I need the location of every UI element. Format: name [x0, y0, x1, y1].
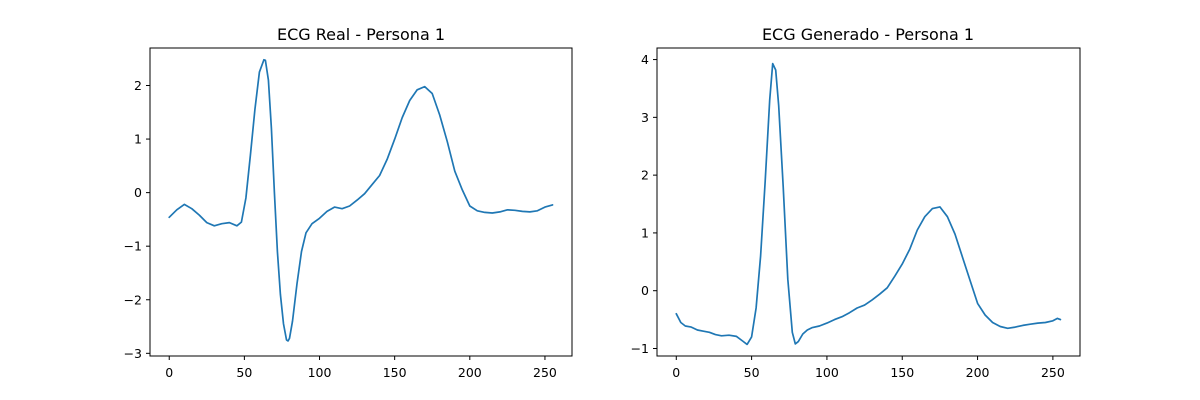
- x-tick-label: 250: [533, 365, 557, 380]
- y-tick-label: 2: [134, 78, 142, 93]
- axis-ticks: 0 50 100 150 200 250 −3 −2 −1 0 1 2: [124, 78, 557, 380]
- axis-ticks: 0 50 100 150 200 250 −1 0 1 2 3 4: [631, 52, 1065, 380]
- x-tick-label: 100: [815, 365, 839, 380]
- x-tick-label: 0: [165, 365, 173, 380]
- y-tick-label: 0: [134, 185, 142, 200]
- x-tick-label: 50: [236, 365, 252, 380]
- plot-area: [149, 47, 573, 357]
- x-tick-label: 50: [744, 365, 760, 380]
- y-tick-label: −2: [124, 292, 142, 307]
- chart-title: ECG Real - Persona 1: [277, 25, 445, 44]
- y-tick-label: −1: [124, 239, 142, 254]
- y-tick-label: −1: [631, 341, 649, 356]
- x-tick-label: 250: [1041, 365, 1065, 380]
- y-tick-label: 1: [641, 225, 649, 240]
- y-tick-label: 4: [641, 52, 649, 67]
- plot-area: [656, 47, 1081, 357]
- y-tick-label: 0: [641, 283, 649, 298]
- y-tick-label: 1: [134, 132, 142, 147]
- chart-ecg-generado: ECG Generado - Persona 1 0 50 100 150 200 250…: [631, 25, 1081, 380]
- chart-ecg-real: ECG Real - Persona 1 0 50 100 150 200 250 −3 −2…: [124, 25, 573, 380]
- y-tick-label: 3: [641, 110, 649, 125]
- y-tick-label: 2: [641, 168, 649, 183]
- x-tick-label: 0: [672, 365, 680, 380]
- x-tick-label: 150: [383, 365, 407, 380]
- x-tick-label: 150: [890, 365, 914, 380]
- y-tick-label: −3: [124, 346, 142, 361]
- chart-title: ECG Generado - Persona 1: [762, 25, 974, 44]
- series-line: [675, 62, 1062, 346]
- x-tick-label: 200: [458, 365, 482, 380]
- series-line: [168, 58, 554, 342]
- x-tick-label: 100: [308, 365, 332, 380]
- x-tick-label: 200: [966, 365, 990, 380]
